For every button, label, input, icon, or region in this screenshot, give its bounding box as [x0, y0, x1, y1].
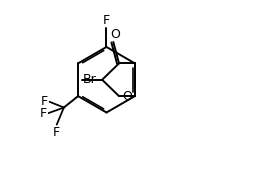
Text: F: F — [53, 126, 60, 139]
Text: F: F — [40, 107, 47, 120]
Text: F: F — [41, 95, 48, 108]
Text: O: O — [122, 90, 132, 103]
Text: Br: Br — [83, 73, 97, 86]
Text: O: O — [110, 28, 120, 41]
Text: F: F — [103, 14, 110, 27]
